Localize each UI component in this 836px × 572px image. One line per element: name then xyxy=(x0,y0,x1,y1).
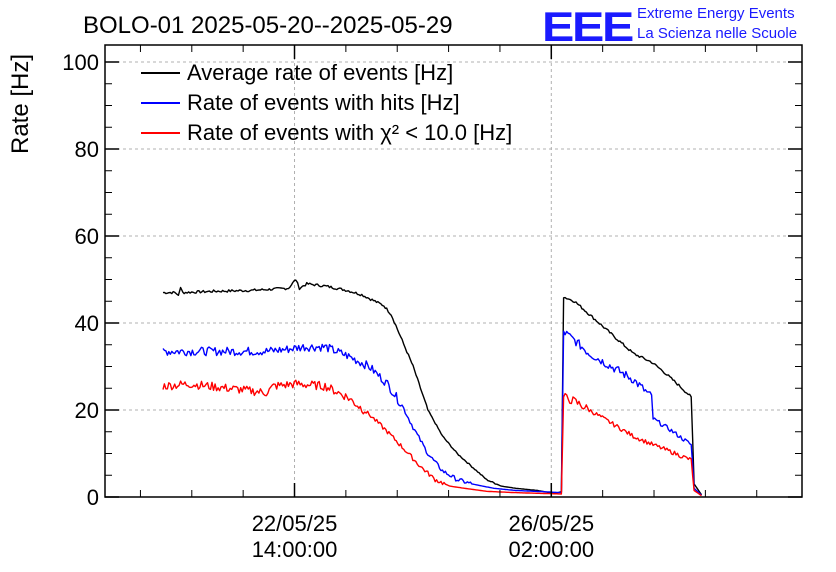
x-tick-label-date: 26/05/25 xyxy=(508,511,594,536)
y-tick-label: 40 xyxy=(75,311,99,336)
logo-line2: La Scienza nelle Scuole xyxy=(637,25,797,42)
series-hits-rate-line xyxy=(162,330,702,496)
grid-layer xyxy=(105,45,802,497)
x-tick-label-time: 14:00:00 xyxy=(252,537,338,562)
y-tick-label: 80 xyxy=(75,137,99,162)
logo-letters: EEE xyxy=(542,3,633,50)
y-tick-label: 100 xyxy=(62,50,99,75)
y-tick-label: 60 xyxy=(75,224,99,249)
legend-label-hits: Rate of events with hits [Hz] xyxy=(187,90,460,115)
series-chi2-rate-line xyxy=(162,379,702,497)
y-tick-label: 0 xyxy=(87,485,99,510)
series-layer xyxy=(162,279,703,497)
eee-logo: EEE Extreme Energy Events La Scienza nel… xyxy=(542,3,797,50)
plot-frame xyxy=(104,44,803,498)
chart-title: BOLO-01 2025-05-20--2025-05-29 xyxy=(83,12,453,39)
logo-line1: Extreme Energy Events xyxy=(637,5,795,22)
y-tick-label: 20 xyxy=(75,398,99,423)
tick-layer xyxy=(105,45,802,498)
legend: Average rate of events [Hz] Rate of even… xyxy=(141,60,512,145)
x-tick-label-time: 02:00:00 xyxy=(508,537,594,562)
y-axis-label: Rate [Hz] xyxy=(7,54,34,154)
legend-label-average: Average rate of events [Hz] xyxy=(187,60,453,85)
series-average-rate-line xyxy=(162,279,703,496)
x-tick-label-date: 22/05/25 xyxy=(252,511,338,536)
legend-label-chi2: Rate of events with χ² < 10.0 [Hz] xyxy=(187,120,512,145)
